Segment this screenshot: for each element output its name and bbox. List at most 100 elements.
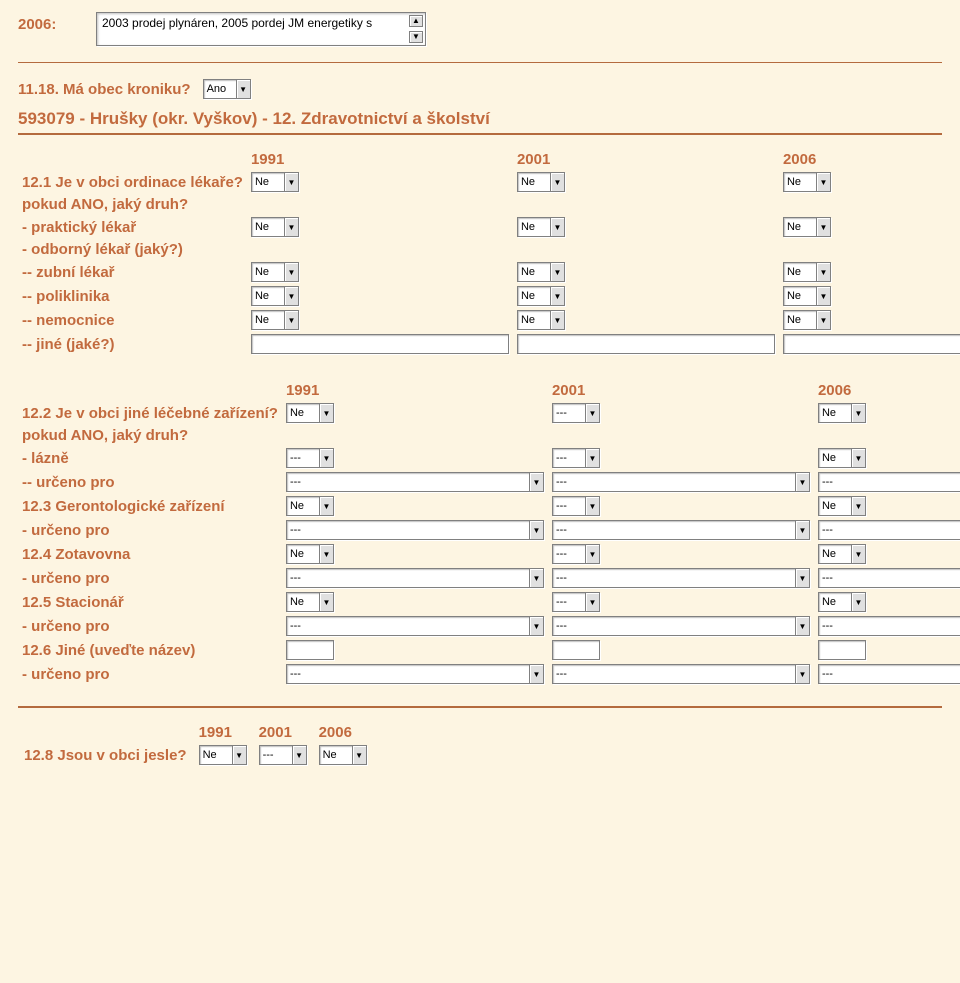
chevron-down-icon: ▼ <box>816 287 830 305</box>
row-label: -- určeno pro <box>18 470 282 494</box>
q-11-18-select[interactable]: Ano ▼ <box>203 79 251 99</box>
select-value: Ne <box>252 266 284 278</box>
select[interactable]: --- ▼ <box>552 568 810 588</box>
chevron-down-icon: ▼ <box>816 218 830 236</box>
chevron-down-icon: ▼ <box>529 617 543 635</box>
select[interactable]: --- ▼ <box>818 520 960 540</box>
select[interactable]: --- ▼ <box>818 568 960 588</box>
chevron-down-icon: ▼ <box>585 449 599 467</box>
chevron-down-icon: ▼ <box>319 593 333 611</box>
select[interactable]: Ne ▼ <box>251 262 299 282</box>
chevron-down-icon: ▼ <box>795 521 809 539</box>
text-input[interactable] <box>818 640 866 660</box>
select[interactable]: --- ▼ <box>286 616 544 636</box>
select[interactable]: Ne ▼ <box>818 496 866 516</box>
select[interactable]: Ne ▼ <box>818 544 866 564</box>
select-value: Ne <box>287 596 319 608</box>
select[interactable]: --- ▼ <box>552 472 810 492</box>
select-value: Ne <box>784 221 816 233</box>
text-input[interactable] <box>286 640 334 660</box>
chevron-down-icon: ▼ <box>795 569 809 587</box>
select[interactable]: Ne ▼ <box>251 310 299 330</box>
select[interactable]: Ne ▼ <box>319 745 367 765</box>
spin-down-icon[interactable]: ▼ <box>409 31 423 43</box>
select[interactable]: Ne ▼ <box>517 262 565 282</box>
select[interactable]: --- ▼ <box>552 664 810 684</box>
select-value: Ne <box>252 290 284 302</box>
table-12-8: 19912001200612.8 Jsou v obci jesle? Ne ▼… <box>18 722 373 767</box>
select[interactable]: --- ▼ <box>286 448 334 468</box>
row-label: 12.6 Jiné (uveďte název) <box>18 638 282 662</box>
select-value: --- <box>553 524 795 536</box>
year-header: 2006 <box>313 722 373 743</box>
select[interactable]: Ne ▼ <box>286 592 334 612</box>
select[interactable]: Ne ▼ <box>286 544 334 564</box>
select[interactable]: Ne ▼ <box>517 310 565 330</box>
select[interactable]: --- ▼ <box>818 616 960 636</box>
chevron-down-icon: ▼ <box>550 311 564 329</box>
chevron-down-icon: ▼ <box>851 593 865 611</box>
year-header: 2006 <box>779 149 960 170</box>
select[interactable]: --- ▼ <box>552 448 600 468</box>
select[interactable]: Ne ▼ <box>251 286 299 306</box>
select-value: Ne <box>320 749 352 761</box>
select[interactable]: Ne ▼ <box>818 403 866 423</box>
select-value: --- <box>287 620 529 632</box>
year-header: 2001 <box>548 380 814 401</box>
select-value: --- <box>819 620 960 632</box>
select[interactable]: Ne ▼ <box>783 310 831 330</box>
chevron-down-icon: ▼ <box>585 545 599 563</box>
chevron-down-icon: ▼ <box>529 521 543 539</box>
text-input[interactable] <box>517 334 775 354</box>
select[interactable]: --- ▼ <box>552 496 600 516</box>
select[interactable]: --- ▼ <box>552 520 810 540</box>
select[interactable]: Ne ▼ <box>286 403 334 423</box>
select[interactable]: --- ▼ <box>818 664 960 684</box>
row-label: 12.3 Gerontologické zařízení <box>18 494 282 518</box>
select[interactable]: --- ▼ <box>286 568 544 588</box>
chevron-down-icon: ▼ <box>319 404 333 422</box>
select[interactable]: Ne ▼ <box>783 262 831 282</box>
row-label: -- zubní lékař <box>18 260 247 284</box>
select[interactable]: --- ▼ <box>818 472 960 492</box>
row-label: - odborný lékař (jaký?) <box>18 239 247 260</box>
chevron-down-icon: ▼ <box>851 449 865 467</box>
chevron-down-icon: ▼ <box>284 263 298 281</box>
select[interactable]: --- ▼ <box>552 403 600 423</box>
chevron-down-icon: ▼ <box>795 617 809 635</box>
select[interactable]: Ne ▼ <box>517 172 565 192</box>
select[interactable]: --- ▼ <box>259 745 307 765</box>
text-input[interactable] <box>552 640 600 660</box>
chevron-down-icon: ▼ <box>585 593 599 611</box>
select-value: --- <box>819 668 960 680</box>
text-input[interactable] <box>783 334 960 354</box>
select-value: --- <box>553 620 795 632</box>
select[interactable]: Ne ▼ <box>517 286 565 306</box>
select[interactable]: Ne ▼ <box>818 448 866 468</box>
chevron-down-icon: ▼ <box>795 473 809 491</box>
select[interactable]: Ne ▼ <box>199 745 247 765</box>
select[interactable]: --- ▼ <box>286 664 544 684</box>
select[interactable]: --- ▼ <box>552 544 600 564</box>
select[interactable]: Ne ▼ <box>783 286 831 306</box>
select[interactable]: Ne ▼ <box>783 172 831 192</box>
select[interactable]: Ne ▼ <box>286 496 334 516</box>
select-value: Ne <box>287 548 319 560</box>
select[interactable]: Ne ▼ <box>517 217 565 237</box>
select[interactable]: Ne ▼ <box>251 172 299 192</box>
select[interactable]: Ne ▼ <box>818 592 866 612</box>
text-input[interactable] <box>251 334 509 354</box>
chevron-down-icon: ▼ <box>292 746 306 764</box>
memo-spinner[interactable]: ▲ ▼ <box>409 15 423 43</box>
select[interactable]: Ne ▼ <box>783 217 831 237</box>
select[interactable]: --- ▼ <box>552 592 600 612</box>
select[interactable]: --- ▼ <box>286 472 544 492</box>
memo-2006[interactable]: 2003 prodej plynáren, 2005 pordej JM ene… <box>96 12 426 46</box>
select[interactable]: --- ▼ <box>552 616 810 636</box>
row-label: 12.1 Je v obci ordinace lékaře? <box>18 170 247 194</box>
select[interactable]: Ne ▼ <box>251 217 299 237</box>
spin-up-icon[interactable]: ▲ <box>409 15 423 27</box>
select-value: --- <box>553 452 585 464</box>
select[interactable]: --- ▼ <box>286 520 544 540</box>
chevron-down-icon: ▼ <box>232 746 246 764</box>
